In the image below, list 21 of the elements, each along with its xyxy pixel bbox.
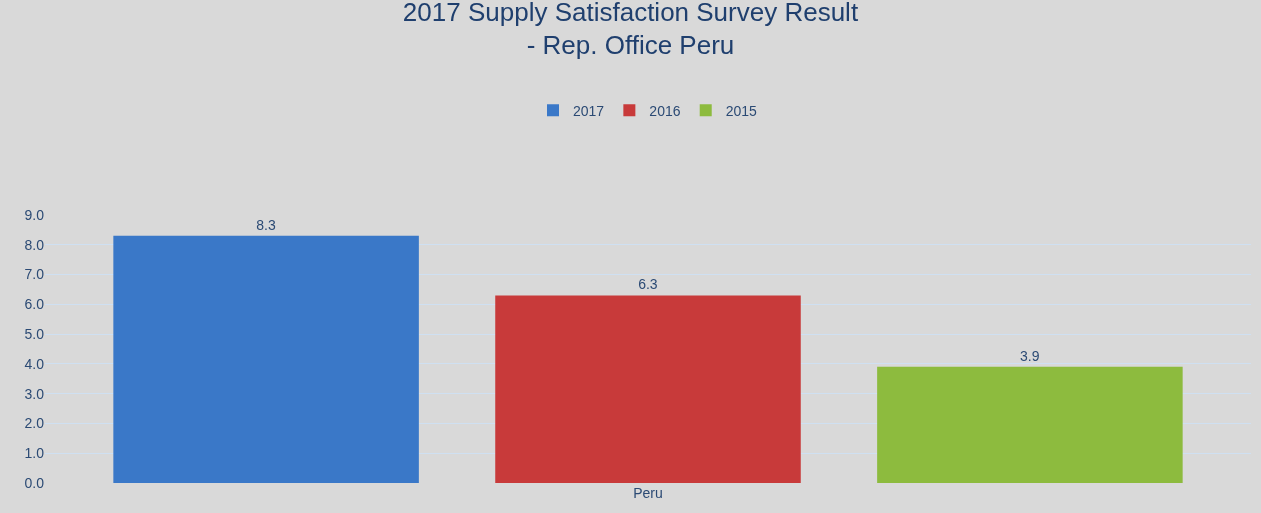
- bar: [877, 366, 1183, 483]
- y-tick-label: 7.0: [24, 266, 45, 283]
- legend-label: 2015: [725, 102, 758, 119]
- y-tick-label: 5.0: [24, 326, 45, 343]
- x-tick-label: Peru: [633, 485, 663, 501]
- y-tick-label: 6.0: [24, 296, 45, 313]
- data-label: 8.3: [256, 216, 276, 233]
- y-tick-label: 3.0: [24, 385, 45, 402]
- y-tick-label: 4.0: [24, 355, 45, 372]
- bar: [113, 235, 419, 483]
- y-tick-label: 9.0: [24, 206, 45, 223]
- y-tick-label: 0.0: [24, 474, 45, 491]
- data-label: 6.3: [638, 276, 658, 293]
- data-label: 3.9: [1020, 347, 1040, 364]
- y-tick-label: 1.0: [24, 445, 45, 462]
- chart-title: 2017 Supply Satisfaction Survey Result - Rep. Office Peru: [402, 0, 859, 61]
- bar: [495, 295, 801, 483]
- legend-label: 2016: [649, 102, 681, 119]
- legend-label: 2017: [573, 102, 605, 119]
- y-tick-label: 8.0: [24, 236, 45, 253]
- y-tick-label: 2.0: [24, 415, 45, 432]
